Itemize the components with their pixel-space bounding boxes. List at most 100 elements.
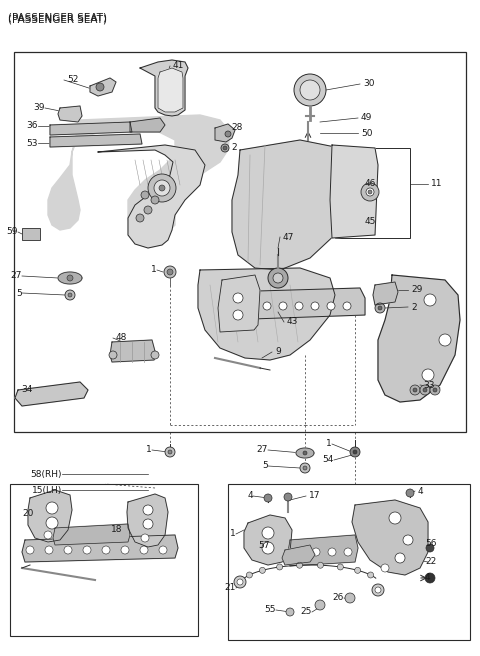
Bar	[14, 52, 466, 432]
Text: 30: 30	[363, 79, 374, 89]
Text: 52: 52	[67, 75, 78, 85]
Text: 46: 46	[365, 180, 376, 188]
Polygon shape	[58, 106, 82, 122]
Circle shape	[159, 185, 165, 191]
Text: 29: 29	[411, 285, 422, 295]
Text: 2: 2	[411, 302, 417, 312]
Circle shape	[234, 576, 246, 588]
Circle shape	[151, 351, 159, 359]
Circle shape	[151, 196, 159, 204]
Polygon shape	[218, 275, 260, 332]
Circle shape	[225, 131, 231, 137]
Circle shape	[64, 546, 72, 554]
Text: 4: 4	[247, 491, 253, 501]
Circle shape	[154, 180, 170, 196]
Circle shape	[381, 564, 389, 572]
Polygon shape	[22, 535, 178, 562]
Polygon shape	[158, 68, 183, 112]
Text: 4: 4	[418, 487, 424, 495]
Circle shape	[168, 450, 172, 454]
Circle shape	[375, 303, 385, 313]
Circle shape	[164, 266, 176, 278]
Text: 22: 22	[425, 556, 436, 565]
Circle shape	[221, 144, 229, 152]
Text: 1: 1	[230, 529, 236, 539]
Text: 20: 20	[23, 508, 34, 518]
Circle shape	[45, 546, 53, 554]
Circle shape	[233, 310, 243, 320]
Circle shape	[350, 447, 360, 457]
Polygon shape	[378, 275, 460, 402]
Circle shape	[141, 191, 149, 199]
Circle shape	[159, 546, 167, 554]
Circle shape	[263, 302, 271, 310]
Text: 58(RH): 58(RH)	[31, 470, 62, 478]
Circle shape	[279, 302, 287, 310]
Circle shape	[144, 206, 152, 214]
Polygon shape	[50, 122, 132, 135]
Circle shape	[425, 573, 435, 583]
Circle shape	[46, 502, 58, 514]
Polygon shape	[330, 145, 378, 238]
Text: 57: 57	[259, 541, 270, 550]
Text: 39: 39	[34, 104, 45, 112]
Circle shape	[223, 146, 227, 150]
Circle shape	[65, 290, 75, 300]
Circle shape	[296, 548, 304, 556]
Text: 54: 54	[323, 455, 334, 464]
Circle shape	[231, 302, 239, 310]
Text: 1: 1	[151, 266, 157, 274]
Circle shape	[395, 553, 405, 563]
Circle shape	[303, 451, 307, 455]
Circle shape	[143, 505, 153, 515]
Circle shape	[327, 302, 335, 310]
Circle shape	[276, 564, 283, 570]
Circle shape	[368, 190, 372, 194]
Text: 47: 47	[283, 232, 294, 241]
Circle shape	[44, 531, 52, 539]
Circle shape	[311, 302, 319, 310]
Text: 17: 17	[309, 491, 321, 501]
Text: 25: 25	[300, 607, 312, 617]
Circle shape	[372, 584, 384, 596]
Text: 5: 5	[16, 289, 22, 298]
Circle shape	[262, 542, 274, 554]
Bar	[335, 148, 410, 238]
Text: 5: 5	[262, 462, 268, 470]
Text: 27: 27	[257, 445, 268, 455]
Polygon shape	[50, 134, 142, 147]
Circle shape	[297, 562, 302, 568]
Polygon shape	[15, 382, 88, 406]
Text: 45: 45	[365, 218, 376, 226]
Polygon shape	[140, 60, 188, 116]
Circle shape	[328, 548, 336, 556]
Text: 43: 43	[287, 318, 299, 327]
Circle shape	[294, 74, 326, 106]
Polygon shape	[127, 494, 168, 547]
Circle shape	[344, 548, 352, 556]
Text: 15(LH): 15(LH)	[32, 485, 62, 495]
Text: 9: 9	[275, 348, 281, 356]
Polygon shape	[98, 145, 205, 248]
Text: 49: 49	[361, 113, 372, 123]
Circle shape	[423, 388, 427, 392]
Text: 41: 41	[173, 62, 184, 70]
Circle shape	[439, 334, 451, 346]
Text: 36: 36	[26, 121, 38, 131]
Circle shape	[143, 519, 153, 529]
Circle shape	[345, 593, 355, 603]
Circle shape	[343, 302, 351, 310]
Circle shape	[102, 546, 110, 554]
Circle shape	[26, 546, 34, 554]
Circle shape	[361, 183, 379, 201]
Circle shape	[315, 600, 325, 610]
Circle shape	[46, 517, 58, 529]
Polygon shape	[130, 118, 165, 132]
Polygon shape	[53, 524, 130, 545]
Circle shape	[403, 535, 413, 545]
Polygon shape	[232, 140, 358, 270]
Text: 1: 1	[326, 440, 332, 449]
Polygon shape	[352, 500, 428, 575]
Circle shape	[68, 293, 72, 297]
Circle shape	[141, 534, 149, 542]
